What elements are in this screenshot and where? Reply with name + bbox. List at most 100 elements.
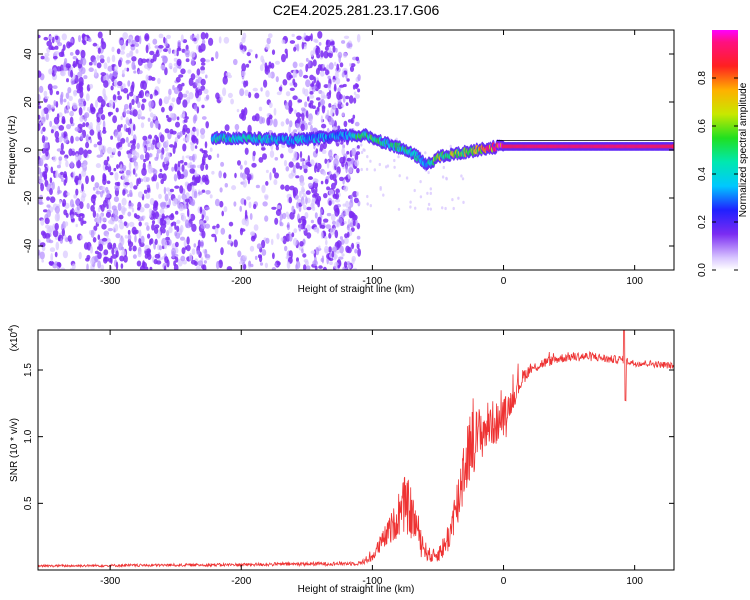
noise-blob (105, 193, 111, 199)
noise-blob (112, 94, 117, 101)
noise-blob (151, 176, 155, 182)
noise-blob (103, 256, 110, 262)
noise-blob (324, 178, 329, 185)
noise-blob (90, 229, 95, 238)
noise-blob (393, 165, 396, 169)
noise-blob (264, 215, 269, 222)
noise-blob (303, 74, 309, 79)
noise-blob (353, 97, 357, 104)
noise-blob (168, 94, 171, 100)
noise-blob (117, 95, 122, 101)
noise-blob (169, 144, 174, 148)
noise-blob (72, 63, 78, 68)
noise-blob (218, 36, 222, 44)
noise-blob (223, 172, 227, 179)
noise-blob (55, 169, 59, 179)
noise-blob (65, 160, 69, 168)
noise-blob (352, 84, 356, 90)
noise-blob (132, 168, 136, 175)
noise-blob (149, 266, 153, 270)
noise-blob (222, 87, 227, 97)
noise-blob (166, 230, 170, 237)
noise-blob (281, 39, 286, 45)
noise-blob (122, 32, 128, 40)
noise-blob (350, 117, 354, 125)
noise-blob (242, 255, 248, 261)
noise-blob (193, 104, 198, 111)
noise-blob (159, 168, 163, 173)
noise-blob (331, 250, 335, 258)
noise-blob (239, 227, 244, 236)
noise-blob (343, 35, 350, 39)
noise-blob (109, 172, 114, 176)
noise-blob (75, 188, 79, 196)
noise-blob (88, 38, 92, 43)
noise-blob (100, 72, 107, 76)
noise-blob (292, 61, 298, 69)
noise-blob (129, 181, 133, 189)
noise-blob (247, 260, 252, 269)
noise-blob (333, 158, 339, 167)
noise-blob (169, 188, 174, 193)
noise-blob (46, 40, 52, 47)
noise-blob (288, 173, 294, 179)
noise-blob (185, 223, 192, 229)
noise-blob (324, 245, 329, 254)
noise-blob (77, 123, 83, 129)
noise-blob (152, 38, 158, 45)
noise-blob (295, 175, 300, 179)
noise-blob (106, 233, 109, 238)
noise-blob (200, 223, 206, 229)
noise-blob (345, 164, 348, 174)
noise-blob (245, 63, 250, 68)
noise-blob (68, 42, 73, 47)
noise-blob (332, 45, 336, 53)
noise-blob (49, 120, 53, 128)
x-tick-label: -200 (231, 276, 251, 287)
noise-blob (220, 161, 225, 167)
noise-blob (146, 177, 151, 182)
noise-blob (355, 93, 360, 99)
noise-blob (200, 32, 206, 40)
noise-blob (149, 197, 155, 206)
noise-blob (247, 176, 251, 185)
noise-blob (216, 223, 220, 229)
noise-blob (305, 79, 311, 88)
noise-blob (313, 76, 317, 84)
noise-blob (175, 121, 180, 128)
noise-blob (317, 101, 321, 108)
noise-blob (90, 106, 96, 115)
noise-blob (112, 208, 119, 217)
noise-blob (242, 179, 247, 188)
noise-blob (61, 33, 67, 41)
noise-blob (164, 67, 168, 76)
noise-blob (332, 79, 336, 83)
noise-blob (131, 98, 135, 106)
noise-blob (129, 118, 133, 125)
noise-blob (48, 260, 54, 266)
colorbar-ticks: 0.0 0.2 0.4 0.6 0.8 (697, 71, 738, 277)
noise-blob (78, 59, 83, 65)
noise-blob (255, 184, 260, 189)
noise-blob (336, 63, 340, 71)
noise-blob (121, 207, 126, 216)
noise-blob (341, 71, 345, 78)
noise-blob (90, 205, 95, 212)
noise-blob (200, 127, 206, 135)
spectrogram-track (210, 128, 674, 171)
x-tick-label: 100 (626, 576, 643, 587)
noise-blob (339, 245, 344, 254)
noise-blob (119, 255, 125, 262)
noise-blob (288, 105, 293, 115)
noise-blob (120, 116, 123, 121)
noise-blob (197, 260, 204, 267)
noise-blob (119, 39, 124, 45)
noise-blob (126, 110, 131, 115)
noise-blob (299, 165, 303, 170)
noise-blob (126, 53, 131, 58)
colorbar: 0.0 0.2 0.4 0.6 0.8 Normalized spectral ampl… (697, 30, 749, 277)
noise-blob (50, 252, 54, 262)
noise-blob (307, 176, 314, 180)
noise-blob (110, 85, 114, 91)
